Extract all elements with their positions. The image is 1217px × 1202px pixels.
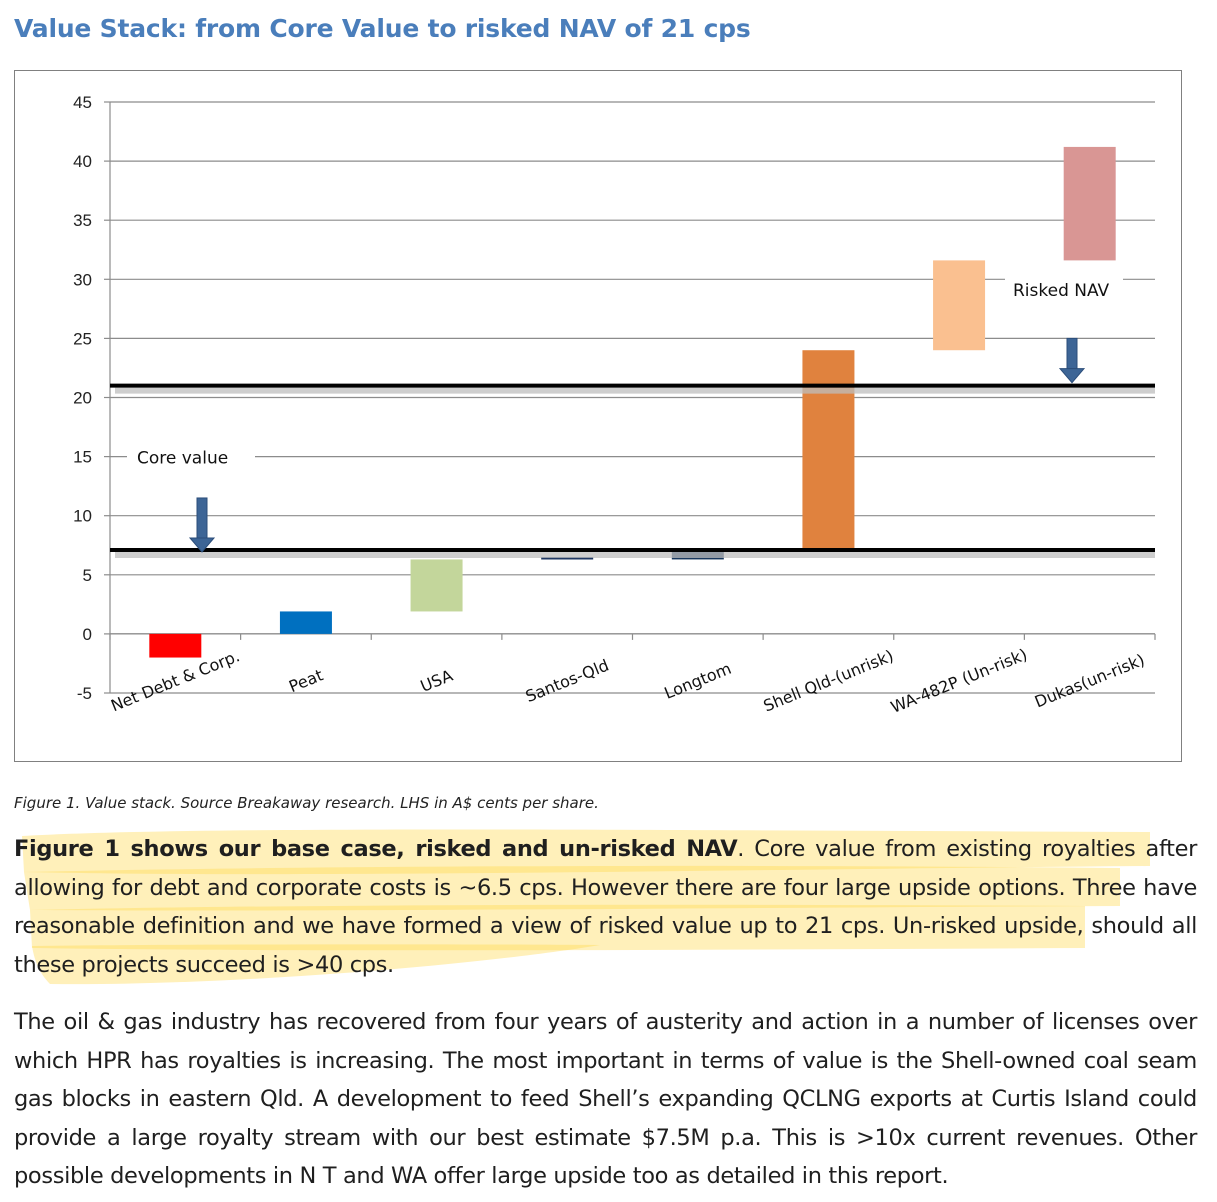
bar-santos-qld [541,557,594,560]
category-label: Santos-Qld [523,655,612,706]
risked-nav-label: Risked NAV [1013,281,1110,301]
category-label: Shell Qld-(unrisk) [761,646,897,715]
category-label: WA-482P (Un-risk) [888,645,1030,717]
y-tick-label: 40 [73,152,92,171]
paragraph-summary-lead: Figure 1 shows our base case, risked and… [14,836,738,862]
paragraph-summary-body: . Core value from existing royalties aft… [14,836,1198,978]
category-labels: Net Debt & Corp. Peat USA Santos-Qld Longtom… [108,645,1147,717]
figure-caption: Figure 1. Value stack. Source Breakaway … [14,794,599,812]
bar-usa [410,559,463,612]
bar-peat [279,611,332,634]
y-tick-label: -5 [77,684,92,703]
risked-nav-arrow [1058,337,1086,384]
y-tick-label: 15 [73,448,92,467]
core-value-arrow-head [188,537,216,553]
core-value-label: Core value [137,449,228,469]
risked-nav-arrow-head [1058,368,1086,384]
y-tick-label: 25 [73,329,92,348]
chart-bars [149,146,1116,658]
y-tick-label: 0 [83,625,92,644]
y-tick-label: 45 [73,93,92,112]
y-tick-label: 10 [73,507,92,526]
core-value-arrow [188,497,216,553]
bar-shell-qld-unrisk [802,350,855,549]
y-axis-ticks: -5 0 5 10 15 20 25 30 35 40 45 [73,93,110,703]
annotations: Core value Risked NAV [127,274,1123,553]
risked-nav-arrow-shaft [1066,337,1078,370]
category-label: Peat [286,665,326,696]
y-tick-label: 20 [73,389,92,408]
category-label: Longtom [662,659,734,703]
core-value-label-bg [127,442,255,471]
y-tick-label: 30 [73,270,92,289]
core-value-arrow-shaft [196,497,208,539]
page-title: Value Stack: from Core Value to risked N… [14,14,751,43]
category-label: Dukas(un-risk) [1032,650,1147,711]
category-label: USA [418,666,456,696]
y-tick-label: 35 [73,211,92,230]
y-tick-label: 5 [83,566,92,585]
bar-net-debt-corp [149,633,202,658]
paragraph-summary: Figure 1 shows our base case, risked and… [14,830,1197,984]
value-stack-chart: -5 0 5 10 15 20 25 30 35 40 45 Net Debt & Corp. Pea… [14,70,1182,762]
reference-lines [110,383,1155,558]
chart-gridlines [109,101,1156,694]
bar-wa-482p-un-risk [933,260,986,351]
paragraph-industry: The oil & gas industry has recovered fro… [14,1009,1197,1189]
bar-dukas-un-risk [1063,146,1116,261]
risked-nav-label-bg [1005,274,1123,303]
